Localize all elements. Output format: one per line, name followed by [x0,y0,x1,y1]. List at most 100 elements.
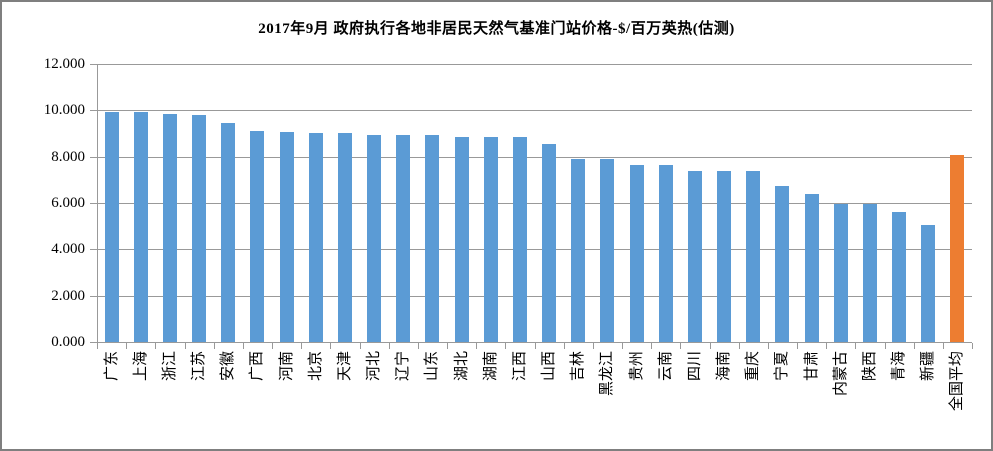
bar-云南 [658,165,673,342]
bar-辽宁 [396,135,411,342]
x-axis-tick [505,343,507,349]
x-axis-tick [651,343,653,349]
x-axis-tick [913,343,915,349]
y-axis-tick-label: 10.000 [43,102,85,119]
gridline [97,295,972,297]
x-axis-label: 广西 [249,351,266,382]
x-axis-tick [680,343,682,349]
gridline [97,249,972,251]
x-axis-tick [155,343,157,349]
x-axis-tick [242,343,244,349]
x-axis-tick [534,343,536,349]
bar-宁夏 [775,186,790,342]
x-axis-label: 黑龙江 [599,351,616,397]
x-axis-label: 新疆 [920,351,937,382]
bar-天津 [337,133,352,342]
x-axis-label: 山东 [424,351,441,382]
gridline [97,203,972,204]
x-axis-label: 湖北 [453,351,470,382]
y-axis-tick-label: 2.000 [51,287,85,304]
x-axis-label: 青海 [891,351,908,382]
y-axis-tick [90,249,97,251]
gridline [97,342,972,343]
x-axis-label: 江西 [511,351,528,382]
x-axis-tick [417,343,419,349]
x-axis-tick [709,343,711,349]
x-axis-tick [563,343,565,349]
gridline [97,110,972,112]
y-axis-tick [90,203,97,204]
x-axis-tick [738,343,740,349]
y-axis-tick [90,156,97,158]
x-axis-label: 四川 [686,351,703,382]
x-axis-label: 陕西 [861,351,878,382]
x-axis-label: 北京 [307,351,324,382]
gridline [97,156,972,158]
x-axis-label: 内蒙古 [832,351,849,397]
y-axis-tick-label: 8.000 [51,148,85,165]
bar-贵州 [629,165,644,342]
bar-上海 [133,112,148,342]
chart-title: 2017年9月 政府执行各地非居民天然气基准门站价格-$/百万英热(估测) [258,21,735,37]
gridline [97,64,972,65]
bar-广东 [104,112,119,342]
x-axis-label: 湖南 [482,351,499,382]
bar-安徽 [221,122,236,342]
x-axis-tick [942,343,944,349]
y-axis-line [97,64,98,342]
x-axis-tick [826,343,828,349]
bar-山西 [542,144,557,342]
x-axis-label: 贵州 [628,351,645,382]
bar-青海 [892,211,907,342]
bar-湖北 [454,136,469,342]
bar-甘肃 [804,193,819,342]
y-axis-tick [90,110,97,112]
bar-河北 [367,134,382,342]
x-axis-tick [184,343,186,349]
x-axis-label: 江苏 [191,351,208,382]
bar-重庆 [746,171,761,342]
x-axis-label: 海南 [716,351,733,382]
x-axis-tick [97,343,98,349]
x-axis-tick [447,343,448,349]
bar-浙江 [162,113,177,342]
x-axis-tick [330,343,332,349]
x-axis-tick [972,343,973,349]
bar-江苏 [192,114,207,342]
bar-全国平均 [950,155,965,342]
x-axis-label: 吉林 [570,351,587,382]
x-axis-tick [592,343,594,349]
bar-吉林 [571,159,586,342]
bar-广西 [250,131,265,342]
x-axis-label: 辽宁 [395,351,412,382]
bar-湖南 [483,136,498,342]
bar-新疆 [921,225,936,342]
x-axis-tick [622,343,623,349]
x-axis-label: 上海 [132,351,149,382]
x-axis-tick [855,343,857,349]
x-axis-tick [476,343,478,349]
x-axis-tick [126,343,128,349]
bar-黑龙江 [600,159,615,342]
bar-河南 [279,132,294,342]
x-axis-label: 安徽 [220,351,237,382]
x-axis-tick [388,343,390,349]
x-axis-label: 河北 [366,351,383,382]
bar-海南 [717,171,732,342]
x-axis-label: 山西 [541,351,558,382]
x-axis-label: 全国平均 [949,351,966,412]
x-axis-label: 宁夏 [774,351,791,382]
y-axis-tick-label: 0.000 [51,334,85,350]
bar-四川 [687,171,702,342]
x-axis-tick [272,343,273,349]
y-axis-tick [90,295,97,297]
bar-江西 [512,137,527,342]
x-axis-tick [301,343,303,349]
x-axis-label: 浙江 [161,351,178,382]
bar-陕西 [862,204,877,342]
x-axis-label: 广东 [103,351,120,382]
bar-山东 [425,135,440,342]
x-axis-tick [884,343,886,349]
